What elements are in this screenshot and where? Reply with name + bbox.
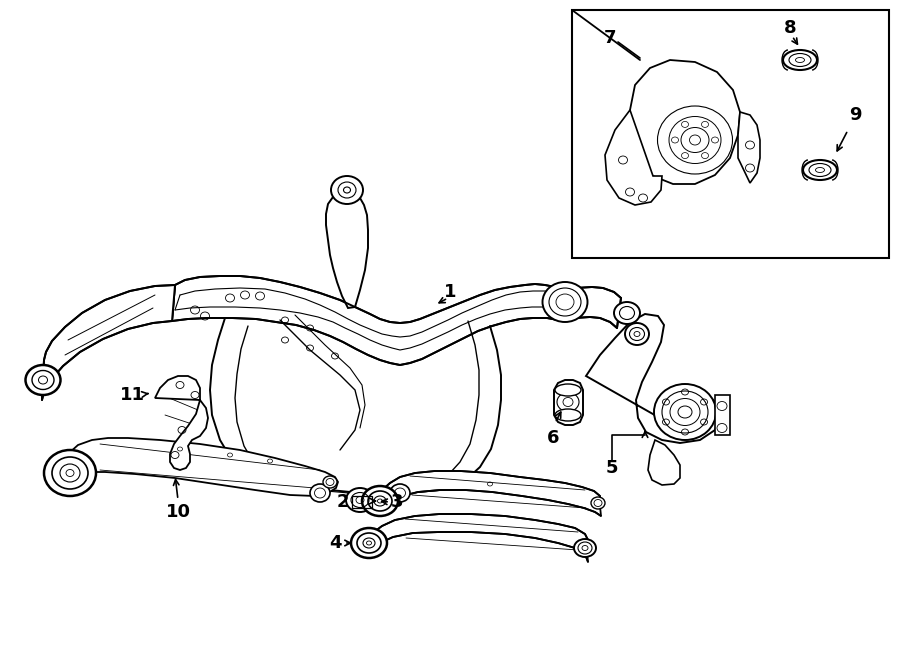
Polygon shape (558, 287, 621, 328)
Text: 9: 9 (849, 106, 861, 124)
Ellipse shape (574, 539, 596, 557)
Polygon shape (715, 395, 730, 435)
Text: 11: 11 (120, 386, 145, 404)
Polygon shape (605, 110, 662, 205)
Polygon shape (648, 440, 680, 485)
Ellipse shape (543, 282, 588, 322)
Text: 8: 8 (784, 19, 796, 37)
Text: 6: 6 (547, 429, 559, 447)
Ellipse shape (323, 476, 337, 488)
Polygon shape (380, 471, 601, 516)
Bar (352, 496, 372, 508)
Ellipse shape (555, 409, 581, 421)
Text: 10: 10 (166, 503, 191, 521)
Polygon shape (326, 192, 368, 308)
Ellipse shape (25, 365, 60, 395)
Ellipse shape (614, 302, 640, 324)
Text: 1: 1 (444, 283, 456, 301)
Text: 4: 4 (328, 534, 341, 552)
Ellipse shape (803, 160, 837, 180)
Polygon shape (42, 285, 175, 400)
Text: 3: 3 (391, 493, 403, 511)
Ellipse shape (331, 176, 363, 204)
Polygon shape (554, 380, 583, 425)
Polygon shape (62, 438, 338, 496)
Ellipse shape (346, 488, 374, 512)
Polygon shape (630, 60, 740, 184)
Text: 2: 2 (337, 493, 349, 511)
Ellipse shape (310, 484, 330, 502)
Polygon shape (155, 376, 208, 470)
Text: 5: 5 (606, 459, 618, 477)
Polygon shape (172, 276, 560, 365)
Polygon shape (738, 112, 760, 183)
Polygon shape (368, 514, 589, 562)
Ellipse shape (625, 323, 649, 345)
Ellipse shape (362, 486, 398, 516)
Ellipse shape (555, 384, 581, 396)
Ellipse shape (654, 384, 716, 440)
Ellipse shape (390, 484, 410, 502)
Ellipse shape (351, 528, 387, 558)
Text: 7: 7 (604, 29, 617, 47)
Polygon shape (586, 314, 720, 443)
Bar (572, 10, 889, 258)
Ellipse shape (44, 450, 96, 496)
Ellipse shape (591, 497, 605, 509)
Ellipse shape (783, 50, 817, 70)
